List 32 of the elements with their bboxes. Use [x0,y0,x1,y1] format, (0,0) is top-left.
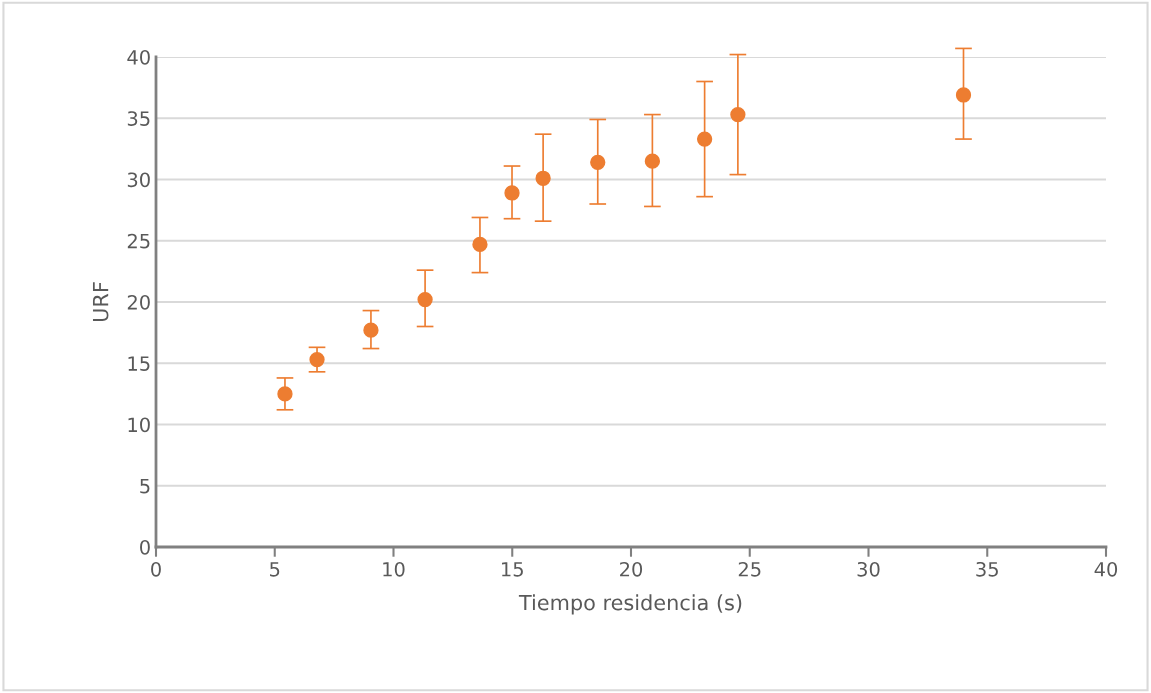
y-axis-title: URF [92,282,109,322]
point [504,185,520,201]
point [590,154,606,170]
x-tick-label: 5 [270,562,280,577]
x-axis-title: Tiempo residencia (s) [518,594,742,615]
x-tick-label: 10 [383,561,405,577]
x-tick-label: 0 [151,561,161,577]
y-tick-label: 5 [140,478,150,494]
point [417,291,433,308]
y-tick-label: 20 [127,294,150,310]
y-tick-label: 30 [127,172,150,188]
y-tick-label: 40 [127,49,150,65]
x-tick-label: 30 [857,561,880,577]
point [955,87,972,103]
y-tick-label: 15 [128,356,150,371]
point [644,153,661,169]
point [730,106,746,123]
point [277,386,293,402]
y-tick-label: 10 [128,417,150,433]
point [309,351,325,368]
point [696,131,713,147]
y-tick-label: 35 [127,111,150,126]
point [363,322,379,338]
x-tick-label: 25 [738,561,761,577]
x-tick-label: 15 [502,562,523,577]
x-tick-label: 20 [620,561,643,577]
y-tick-label: 0 [140,539,150,555]
y-tick-label: 25 [127,233,150,249]
x-tick-label: 40 [1094,561,1118,577]
point [535,170,551,186]
point [472,236,488,253]
x-tick-label: 35 [976,561,998,577]
